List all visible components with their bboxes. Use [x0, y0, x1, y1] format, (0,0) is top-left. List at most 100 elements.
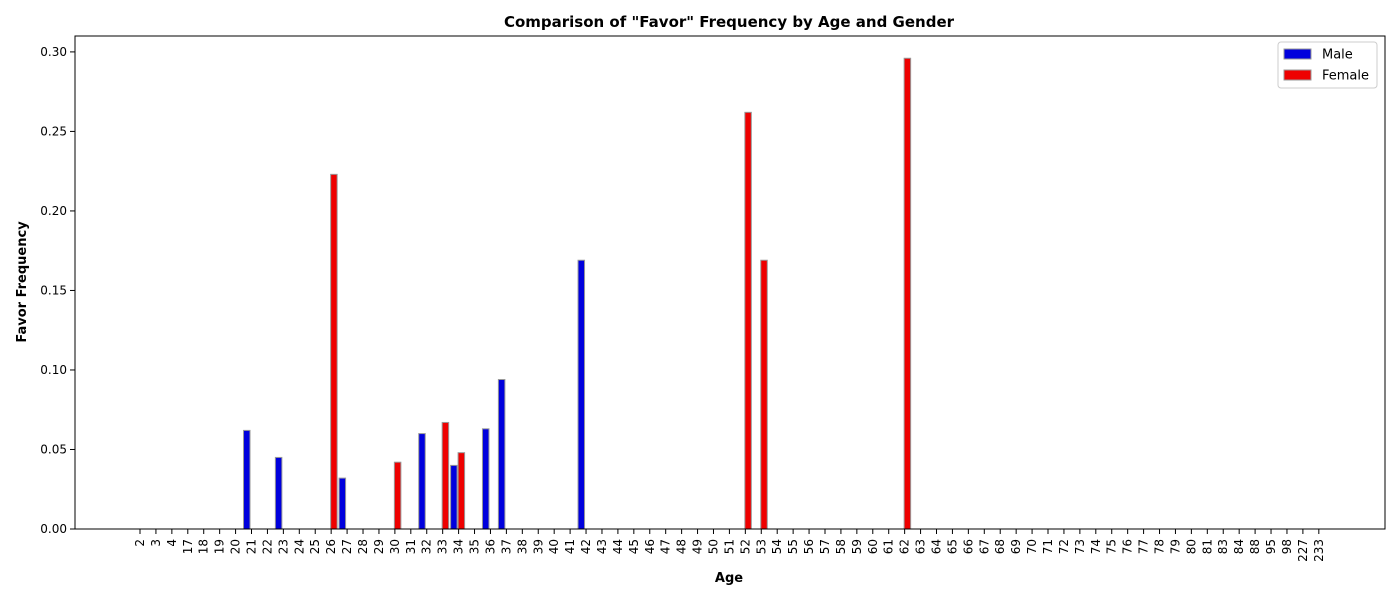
bar-female: [903, 57, 912, 530]
x-tick-label: 61: [882, 539, 896, 554]
x-tick-label: 27: [340, 539, 354, 554]
x-tick-label: 17: [181, 539, 195, 554]
x-tick-label: 46: [643, 539, 657, 554]
x-tick-label: 29: [372, 539, 386, 554]
x-tick-label: 60: [866, 539, 880, 554]
x-tick-label: 42: [579, 539, 593, 554]
y-tick-label: 0.00: [40, 522, 67, 536]
x-tick-label: 38: [515, 539, 529, 554]
x-tick-label: 30: [388, 539, 402, 554]
x-tick-label: 23: [276, 539, 290, 554]
x-tick-label: 19: [213, 539, 227, 554]
bar-female: [330, 173, 338, 530]
legend-swatch-female: [1283, 69, 1312, 81]
x-tick-label: 78: [1153, 539, 1167, 554]
x-tick-label: 35: [468, 539, 482, 554]
bar-male: [577, 259, 586, 530]
y-tick-label: 0.20: [40, 204, 67, 218]
x-tick-label: 31: [404, 539, 418, 554]
chart-title: Comparison of "Favor" Frequency by Age a…: [504, 13, 955, 31]
x-tick-label: 45: [627, 539, 641, 554]
x-tick-label: 72: [1057, 539, 1071, 554]
x-tick-label: 37: [499, 539, 513, 554]
legend-label-male: Male: [1322, 48, 1353, 63]
bar-male: [497, 379, 506, 530]
x-tick-label: 59: [850, 539, 864, 554]
legend: Male Female: [1277, 41, 1378, 89]
bar-male: [481, 428, 490, 530]
x-tick-label: 44: [611, 539, 625, 554]
x-tick-label: 65: [945, 539, 959, 554]
x-tick-label: 25: [308, 539, 322, 554]
x-tick-label: 98: [1280, 539, 1294, 554]
x-tick-label: 41: [563, 539, 577, 554]
x-tick-label: 39: [531, 539, 545, 554]
x-tick-label: 83: [1216, 539, 1230, 554]
y-tick-label: 0.05: [40, 442, 67, 456]
x-tick-label: 34: [452, 539, 466, 554]
x-tick-label: 58: [834, 539, 848, 554]
x-tick-label: 28: [356, 539, 370, 554]
x-tick-label: 32: [420, 539, 434, 554]
x-tick-label: 84: [1232, 539, 1246, 554]
x-tick-label: 62: [898, 539, 912, 554]
legend-label-female: Female: [1322, 69, 1369, 84]
x-tick-label: 81: [1200, 539, 1214, 554]
bar-series: [243, 57, 912, 530]
x-tick-label: 24: [292, 539, 306, 554]
x-tick-label: 57: [818, 539, 832, 554]
x-tick-label: 70: [1025, 539, 1039, 554]
x-tick-label: 64: [930, 539, 944, 554]
x-tick-label: 63: [914, 539, 928, 554]
x-tick-label: 22: [260, 539, 274, 554]
bar-male: [243, 429, 251, 530]
x-tick-label: 55: [786, 539, 800, 554]
x-tick-label: 21: [245, 539, 259, 554]
x-tick-label: 233: [1312, 539, 1326, 562]
x-axis: 2 3 4 17 18 19 20 21 22 23 24 25 26 27 28 29 30 31 32 33 34 3…: [133, 529, 1326, 562]
x-tick-label: 4: [165, 539, 179, 547]
bar-female: [393, 461, 402, 530]
y-tick-label: 0.25: [40, 124, 67, 138]
x-tick-label: 88: [1248, 539, 1262, 554]
x-tick-label: 77: [1137, 539, 1151, 554]
x-tick-label: 73: [1073, 539, 1087, 554]
legend-swatch-male: [1283, 48, 1312, 60]
bar-male: [274, 456, 283, 530]
x-tick-label: 75: [1105, 539, 1119, 554]
y-axis: 0.00 0.05 0.10 0.15 0.20 0.25 0.30: [40, 45, 75, 536]
x-tick-label: 48: [675, 539, 689, 554]
x-tick-label: 56: [802, 539, 816, 554]
bar-female: [441, 421, 450, 530]
x-tick-label: 2: [133, 539, 147, 547]
x-axis-label: Age: [715, 571, 743, 586]
x-tick-label: 95: [1264, 539, 1278, 554]
x-tick-label: 18: [197, 539, 211, 554]
x-tick-label: 52: [738, 539, 752, 554]
bar-male: [338, 477, 347, 530]
bar-male: [418, 433, 426, 530]
x-tick-label: 66: [961, 539, 975, 554]
x-tick-label: 49: [691, 539, 705, 554]
plot-area-frame: [74, 35, 1386, 530]
x-tick-label: 33: [436, 539, 450, 554]
bar-female: [744, 111, 752, 530]
x-tick-label: 68: [993, 539, 1007, 554]
x-tick-label: 80: [1184, 539, 1198, 554]
x-tick-label: 71: [1041, 539, 1055, 554]
x-tick-label: 26: [324, 539, 338, 554]
y-axis-label: Favor Frequency: [15, 221, 30, 343]
x-tick-label: 53: [754, 539, 768, 554]
x-tick-label: 227: [1296, 539, 1310, 562]
x-tick-label: 50: [706, 539, 720, 554]
x-tick-label: 54: [770, 539, 784, 554]
x-tick-label: 76: [1121, 539, 1135, 554]
x-tick-label: 67: [977, 539, 991, 554]
y-tick-label: 0.15: [40, 283, 67, 297]
x-tick-label: 47: [659, 539, 673, 554]
bar-male: [450, 464, 458, 530]
x-tick-label: 3: [149, 539, 163, 547]
x-tick-label: 43: [595, 539, 609, 554]
